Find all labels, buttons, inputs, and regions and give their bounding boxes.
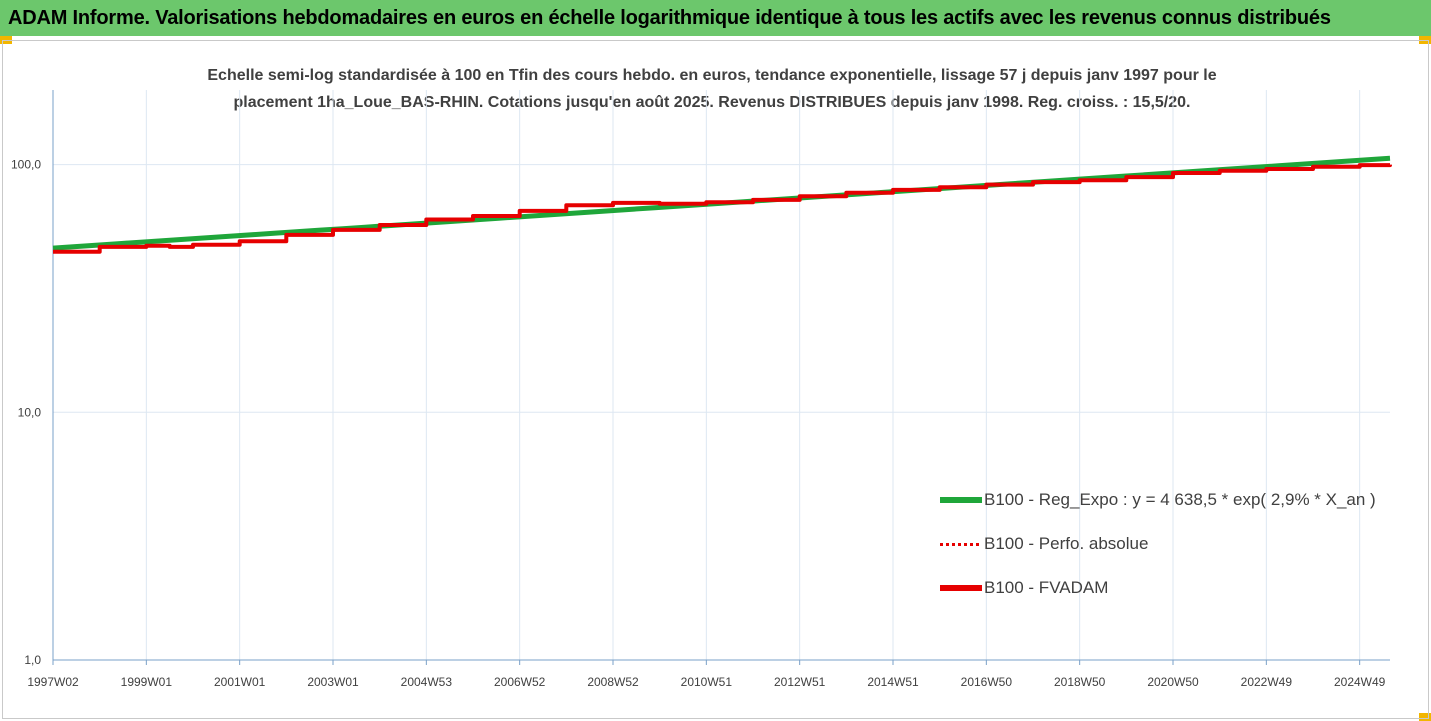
tick-labels: 1997W02 1999W01 2001W01 2003W01 2004W53 2006W… [11,158,1386,689]
x-tick-label: 2016W50 [961,675,1013,689]
chart-subtitle-line-1: Echelle semi-log standardisée à 100 en T… [207,67,1217,84]
x-tick-label: 2004W53 [401,675,453,689]
y-tick-label: 1,0 [24,653,41,667]
x-tick-label: 1999W01 [121,675,173,689]
report-banner: ADAM Informe. Valorisations hebdomadaire… [0,0,1431,36]
x-tick-label: 2020W50 [1147,675,1199,689]
fvadam-line [53,163,1392,254]
x-tick-label: 2008W52 [587,675,639,689]
y-tick-label: 10,0 [18,405,42,419]
legend-swatch-regression [940,497,982,503]
x-tick-label: 2012W51 [774,675,826,689]
x-tick-label: 2022W49 [1241,675,1293,689]
corner-marker-bottom-right [1419,713,1431,721]
x-tick-label: 2010W51 [681,675,733,689]
chart-area [2,40,1429,719]
legend-swatch-performance [940,542,982,546]
x-tick-label: 2003W01 [307,675,359,689]
axes [52,90,1390,665]
chart-subtitle: Echelle semi-log standardisée à 100 en T… [150,62,1274,116]
gridlines [53,90,1390,660]
y-tick-label: 100,0 [11,158,41,172]
banner-title: ADAM Informe. Valorisations hebdomadaire… [8,6,1331,29]
x-tick-label: 1997W02 [27,675,79,689]
legend-swatch-fvadam [940,585,982,591]
series-lines [52,155,1392,254]
x-tick-label: 2024W49 [1334,675,1386,689]
x-tick-label: 2014W51 [867,675,919,689]
legend: B100 - Reg_Expo : y = 4 638,5 * exp( 2,9… [940,478,1380,610]
legend-label-performance: B100 - Perfo. absolue [984,534,1149,553]
legend-label-fvadam: B100 - FVADAM [984,578,1109,597]
chart-subtitle-line-2: placement 1ha_Loue_BAS-RHIN. Cotations j… [233,94,1191,111]
x-tick-label: 2018W50 [1054,675,1106,689]
legend-item-fvadam: B100 - FVADAM [940,566,1380,610]
legend-label-regression: B100 - Reg_Expo : y = 4 638,5 * exp( 2,9… [984,490,1376,509]
performance-line [53,163,1392,254]
legend-item-regression: B100 - Reg_Expo : y = 4 638,5 * exp( 2,9… [940,478,1380,522]
legend-item-performance: B100 - Perfo. absolue [940,522,1380,566]
x-tick-label: 2006W52 [494,675,546,689]
x-tick-label: 2001W01 [214,675,266,689]
